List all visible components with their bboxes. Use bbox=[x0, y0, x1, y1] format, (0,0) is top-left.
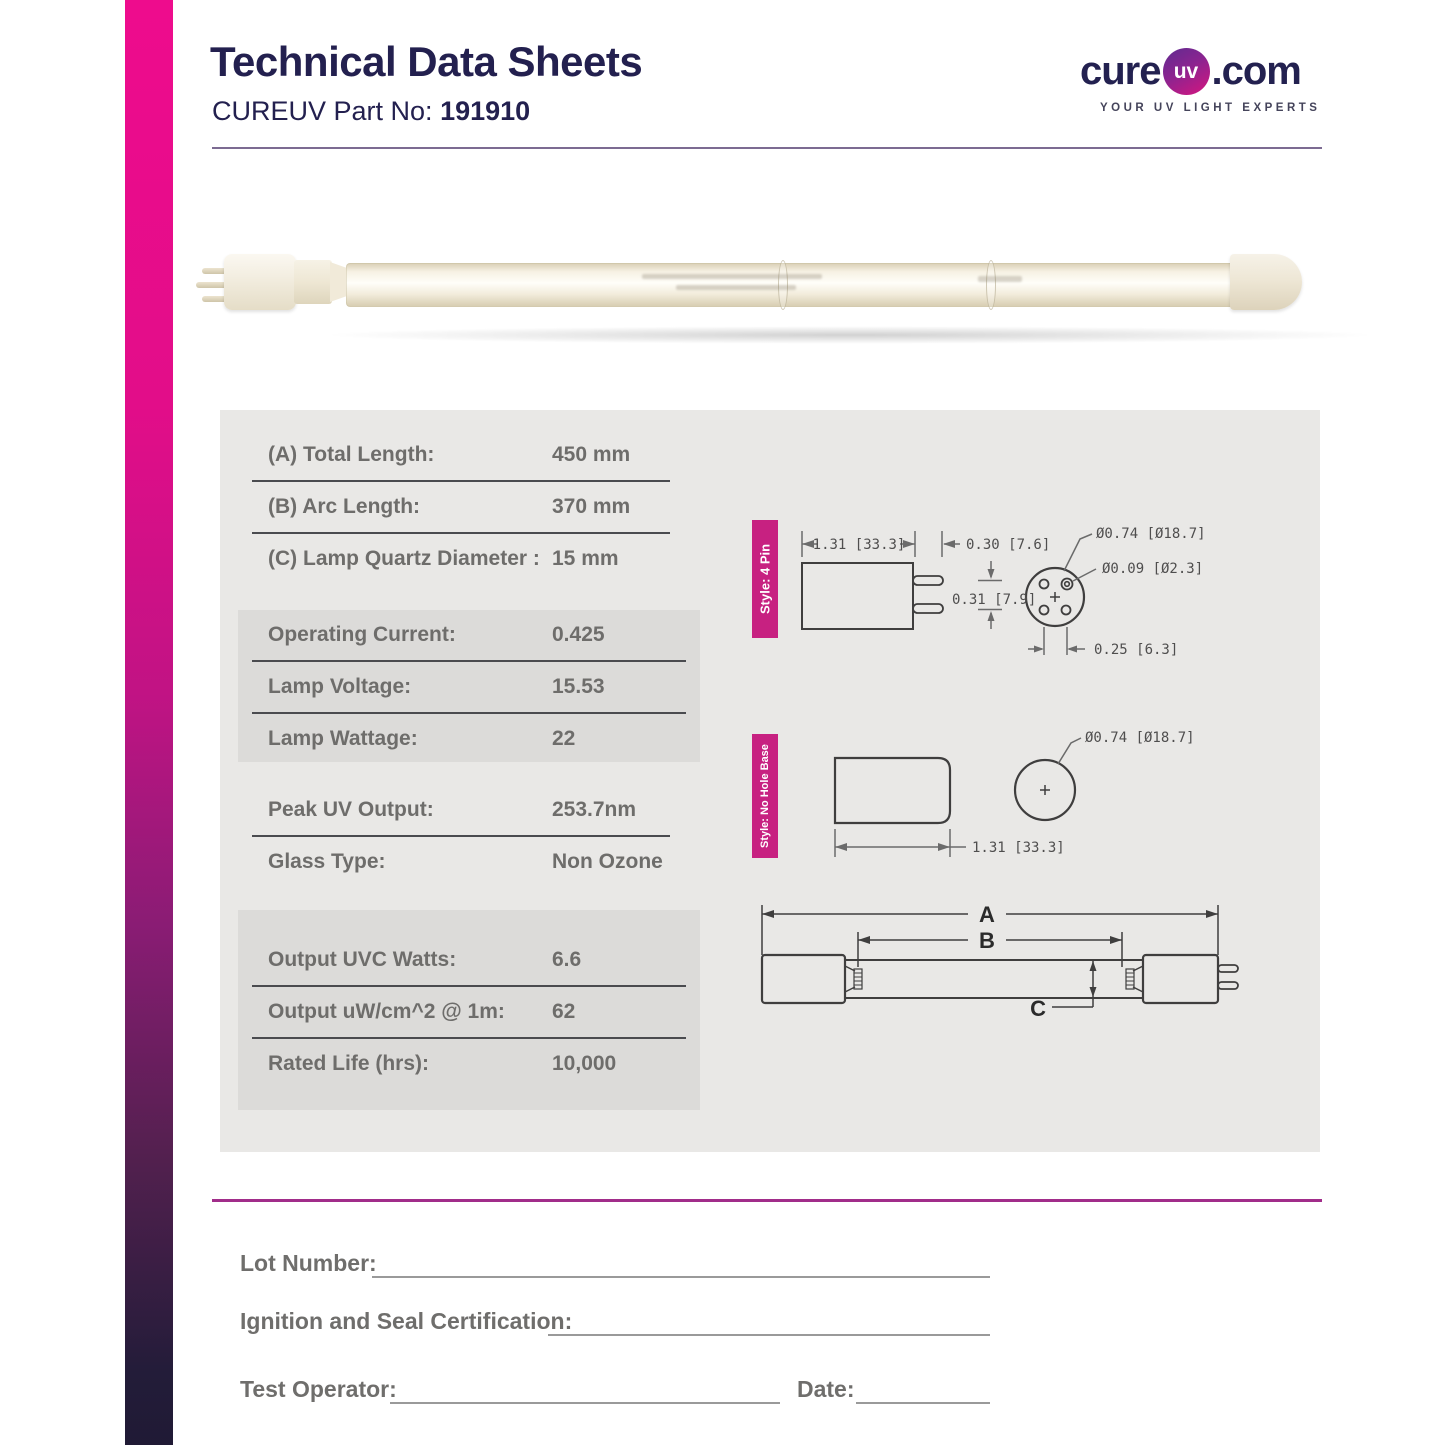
lamp-dim-a-label: A bbox=[979, 902, 995, 927]
spec-label: (C) Lamp Quartz Diameter : bbox=[268, 547, 540, 570]
lamp-left-base bbox=[224, 254, 296, 310]
part-number-value: 191910 bbox=[440, 96, 531, 126]
logo-uv-circle-icon: uv bbox=[1162, 48, 1210, 95]
lamp-print-marking bbox=[978, 276, 1022, 282]
lamp-dim-c-label: C bbox=[1030, 996, 1046, 1021]
spec-value: 62 bbox=[552, 1000, 576, 1023]
spec-label: Operating Current: bbox=[268, 623, 456, 646]
spec-label: (A) Total Length: bbox=[268, 443, 435, 466]
spec-row-lamp-wattage: Lamp Wattage: 22 bbox=[252, 714, 686, 764]
left-gradient-bar bbox=[125, 0, 173, 1445]
spec-value: 15.53 bbox=[552, 675, 605, 698]
spec-value: 370 mm bbox=[552, 495, 631, 518]
lamp-right-base bbox=[1230, 254, 1302, 310]
lamp-pin bbox=[196, 282, 228, 288]
lot-number-label: Lot Number: bbox=[240, 1250, 377, 1276]
part-number-line: CUREUV Part No: 191910 bbox=[212, 96, 530, 127]
spec-label: (B) Arc Length: bbox=[268, 495, 421, 518]
lamp-photo-shadow bbox=[320, 326, 1380, 344]
logo-text-com: .com bbox=[1211, 49, 1302, 93]
uv-lamp-photo bbox=[190, 242, 1380, 347]
spec-box-output: Output UVC Watts: 6.6 Output uW/cm^2 @ 1… bbox=[238, 910, 700, 1110]
lamp-support-ring bbox=[778, 260, 788, 310]
lamp-support-ring bbox=[986, 260, 996, 310]
certification-label: Ignition and Seal Certification: bbox=[240, 1308, 573, 1334]
lot-number-blank-line bbox=[372, 1276, 990, 1278]
spec-box-electrical: Operating Current: 0.425 Lamp Voltage: 1… bbox=[238, 610, 700, 762]
no-hole-arrowheads bbox=[835, 843, 950, 851]
four-pin-pin-gap-dim: 0.31 [7.9] bbox=[952, 592, 1036, 608]
logo-wordmark: cure uv .com bbox=[1080, 48, 1340, 95]
lamp-schematic-arrowheads bbox=[762, 910, 1218, 997]
spec-value: 450 mm bbox=[552, 443, 631, 466]
test-operator-blank-line bbox=[390, 1402, 780, 1404]
dim-text-mask bbox=[818, 535, 900, 552]
spec-label: Rated Life (hrs): bbox=[268, 1052, 430, 1075]
header-divider bbox=[212, 147, 1322, 149]
spec-label: Lamp Wattage: bbox=[268, 727, 418, 750]
four-pin-pin-length-dim: 0.30 [7.6] bbox=[966, 537, 1050, 553]
lamp-quartz-tube bbox=[346, 263, 1234, 307]
spec-row-quartz-diameter: (C) Lamp Quartz Diameter : 15 mm bbox=[252, 534, 670, 584]
four-pin-base-diameter-dim: Ø0.74 [Ø18.7] bbox=[1096, 526, 1206, 542]
lamp-glass-taper bbox=[330, 262, 348, 302]
spec-row-output-uw-cm2: Output uW/cm^2 @ 1m: 62 bbox=[252, 987, 686, 1039]
spec-row-rated-life: Rated Life (hrs): 10,000 bbox=[252, 1039, 686, 1089]
technical-drawings: 1.31 [33.3] 0.30 [7.6] 0.31 [7.9] Ø0.74 … bbox=[760, 526, 1239, 1021]
four-pin-end-view bbox=[1024, 566, 1086, 628]
date-blank-line bbox=[856, 1402, 990, 1404]
no-hole-base-width-dim: 1.31 [33.3] bbox=[972, 840, 1065, 856]
spec-label: Output uW/cm^2 @ 1m: bbox=[268, 1000, 505, 1023]
spec-row-lamp-voltage: Lamp Voltage: 15.53 bbox=[252, 662, 686, 714]
bottom-divider bbox=[212, 1199, 1322, 1202]
logo-tagline: YOUR UV LIGHT EXPERTS bbox=[1100, 102, 1321, 114]
spec-value: 15 mm bbox=[552, 547, 619, 570]
four-pin-arrowheads bbox=[802, 540, 1077, 653]
spec-value: Non Ozone bbox=[552, 850, 663, 873]
spec-group-optical: Peak UV Output: 253.7nm Glass Type: Non … bbox=[252, 785, 670, 887]
part-number-label: CUREUV Part No: bbox=[212, 96, 441, 126]
test-operator-label: Test Operator: bbox=[240, 1376, 397, 1402]
four-pin-base-width-dim: 1.31 [33.3] bbox=[813, 537, 906, 553]
spec-label: Lamp Voltage: bbox=[268, 675, 412, 698]
lamp-schematic-body bbox=[760, 953, 1239, 1005]
lamp-print-marking bbox=[676, 285, 796, 290]
lamp-collar bbox=[294, 260, 332, 304]
certification-blank-line bbox=[548, 1334, 990, 1336]
four-pin-side-view bbox=[801, 562, 944, 630]
logo-text-cure: cure bbox=[1080, 49, 1161, 93]
date-label: Date: bbox=[797, 1376, 855, 1402]
spec-row-total-length: (A) Total Length: 450 mm bbox=[252, 430, 670, 482]
spec-row-operating-current: Operating Current: 0.425 bbox=[252, 610, 686, 662]
lamp-print-marking bbox=[642, 274, 822, 279]
four-pin-pin-diameter-dim: Ø0.09 [Ø2.3] bbox=[1102, 561, 1203, 577]
lamp-dim-b-label: B bbox=[979, 928, 995, 953]
spec-row-arc-length: (B) Arc Length: 370 mm bbox=[252, 482, 670, 534]
no-hole-views bbox=[833, 756, 1077, 825]
spec-row-output-uvc-watts: Output UVC Watts: 6.6 bbox=[252, 935, 686, 987]
lamp-schematic-dimensions bbox=[761, 905, 1219, 1008]
spec-label: Output UVC Watts: bbox=[268, 948, 457, 971]
spec-group-dimensions: (A) Total Length: 450 mm (B) Arc Length:… bbox=[252, 430, 670, 584]
spec-row-glass-type: Glass Type: Non Ozone bbox=[252, 837, 670, 887]
no-hole-base-diameter-dim: Ø0.74 [Ø18.7] bbox=[1085, 730, 1195, 746]
spec-value: 6.6 bbox=[552, 948, 582, 971]
spec-value: 0.425 bbox=[552, 623, 605, 646]
sidebar-website-url: www.cureuv.com bbox=[14, 1120, 33, 1370]
lamp-pin bbox=[202, 296, 228, 302]
spec-row-peak-uv-output: Peak UV Output: 253.7nm bbox=[252, 785, 670, 837]
spec-label: Glass Type: bbox=[268, 850, 386, 873]
spec-label: Peak UV Output: bbox=[268, 798, 434, 821]
spec-value: 22 bbox=[552, 727, 576, 750]
four-pin-pin-spacing-dim: 0.25 [6.3] bbox=[1094, 642, 1178, 658]
lamp-pin bbox=[202, 268, 228, 274]
spec-value: 10,000 bbox=[552, 1052, 617, 1075]
page-title: Technical Data Sheets bbox=[210, 38, 643, 85]
spec-value: 253.7nm bbox=[552, 798, 637, 821]
cureuv-logo: cure uv .com YOUR UV LIGHT EXPERTS bbox=[1080, 48, 1340, 114]
